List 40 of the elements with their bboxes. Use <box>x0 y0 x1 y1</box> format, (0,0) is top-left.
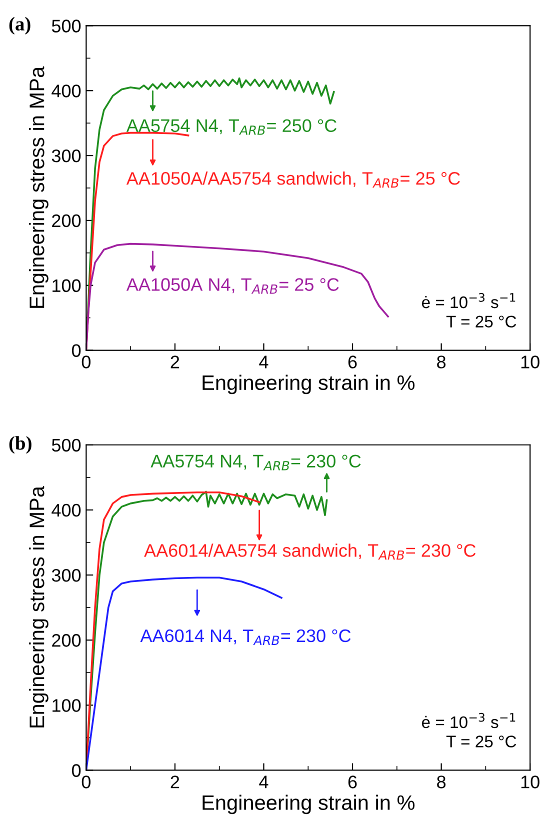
x-tick-label: 10 <box>521 776 540 788</box>
y-tick-label: 100 <box>52 279 81 292</box>
y-tick-label: 300 <box>52 149 81 162</box>
chart-title: (a) <box>9 16 30 35</box>
legend-label: AA1050A N4, T$_{ARB}$= 25 °C <box>126 278 339 294</box>
legend-label: AA5754 N4, T$_{ARB}$= 250 °C <box>126 119 337 135</box>
y-tick-label: 0 <box>72 344 81 357</box>
y-tick-label: 300 <box>52 568 81 582</box>
y-tick-label: 0 <box>72 764 81 777</box>
y-tick-label: 400 <box>52 504 81 517</box>
x-axis-title: Engineering strain in % <box>202 794 415 814</box>
legend-label: AA6014/AA5754 sandwich, T$_{ARB}$= 230 °C <box>144 544 476 560</box>
x-tick-label: 2 <box>170 776 180 788</box>
y-tick-label: 200 <box>52 214 81 228</box>
y-tick-label: 200 <box>52 634 81 647</box>
y-tick-label: 100 <box>52 699 81 712</box>
x-tick-label: 0 <box>82 776 90 788</box>
legend-label: AA1050A/AA5754 sandwich, T$_{ARB}$= 25 °C <box>126 172 460 188</box>
x-tick-label: 2 <box>170 356 180 368</box>
y-axis-title: Engineering stress in MPa <box>28 66 48 308</box>
x-tick-label: 6 <box>348 356 357 368</box>
line-series <box>86 576 282 770</box>
x-tick-label: 0 <box>82 356 90 368</box>
chart-title: (b) <box>9 436 32 454</box>
legend-label: AA6014 N4, T$_{ARB}$= 230 °C <box>140 629 351 645</box>
x-tick-label: 8 <box>437 356 446 368</box>
x-tick-label: 6 <box>348 776 357 788</box>
y-tick-label: 400 <box>52 84 81 98</box>
text: ė = 10$^{−3}$ s$^{−1}$ T = 25 °C <box>422 712 516 748</box>
x-axis-title: Engineering strain in % <box>202 374 415 394</box>
x-tick-label: 10 <box>521 356 540 368</box>
y-axis-title: Engineering stress in MPa <box>28 486 48 728</box>
x-tick-label: 8 <box>437 776 446 788</box>
text: ė = 10$^{−3}$ s$^{−1}$ T = 25 °C <box>422 293 516 328</box>
x-tick-label: 4 <box>259 356 268 368</box>
x-tick-label: 4 <box>259 776 268 788</box>
line-series <box>86 242 389 350</box>
series-label: AA5754 N4, T$_{ARB}$= 230 °C <box>150 454 361 470</box>
y-tick-label: 500 <box>52 20 81 32</box>
y-tick-label: 500 <box>52 438 81 452</box>
